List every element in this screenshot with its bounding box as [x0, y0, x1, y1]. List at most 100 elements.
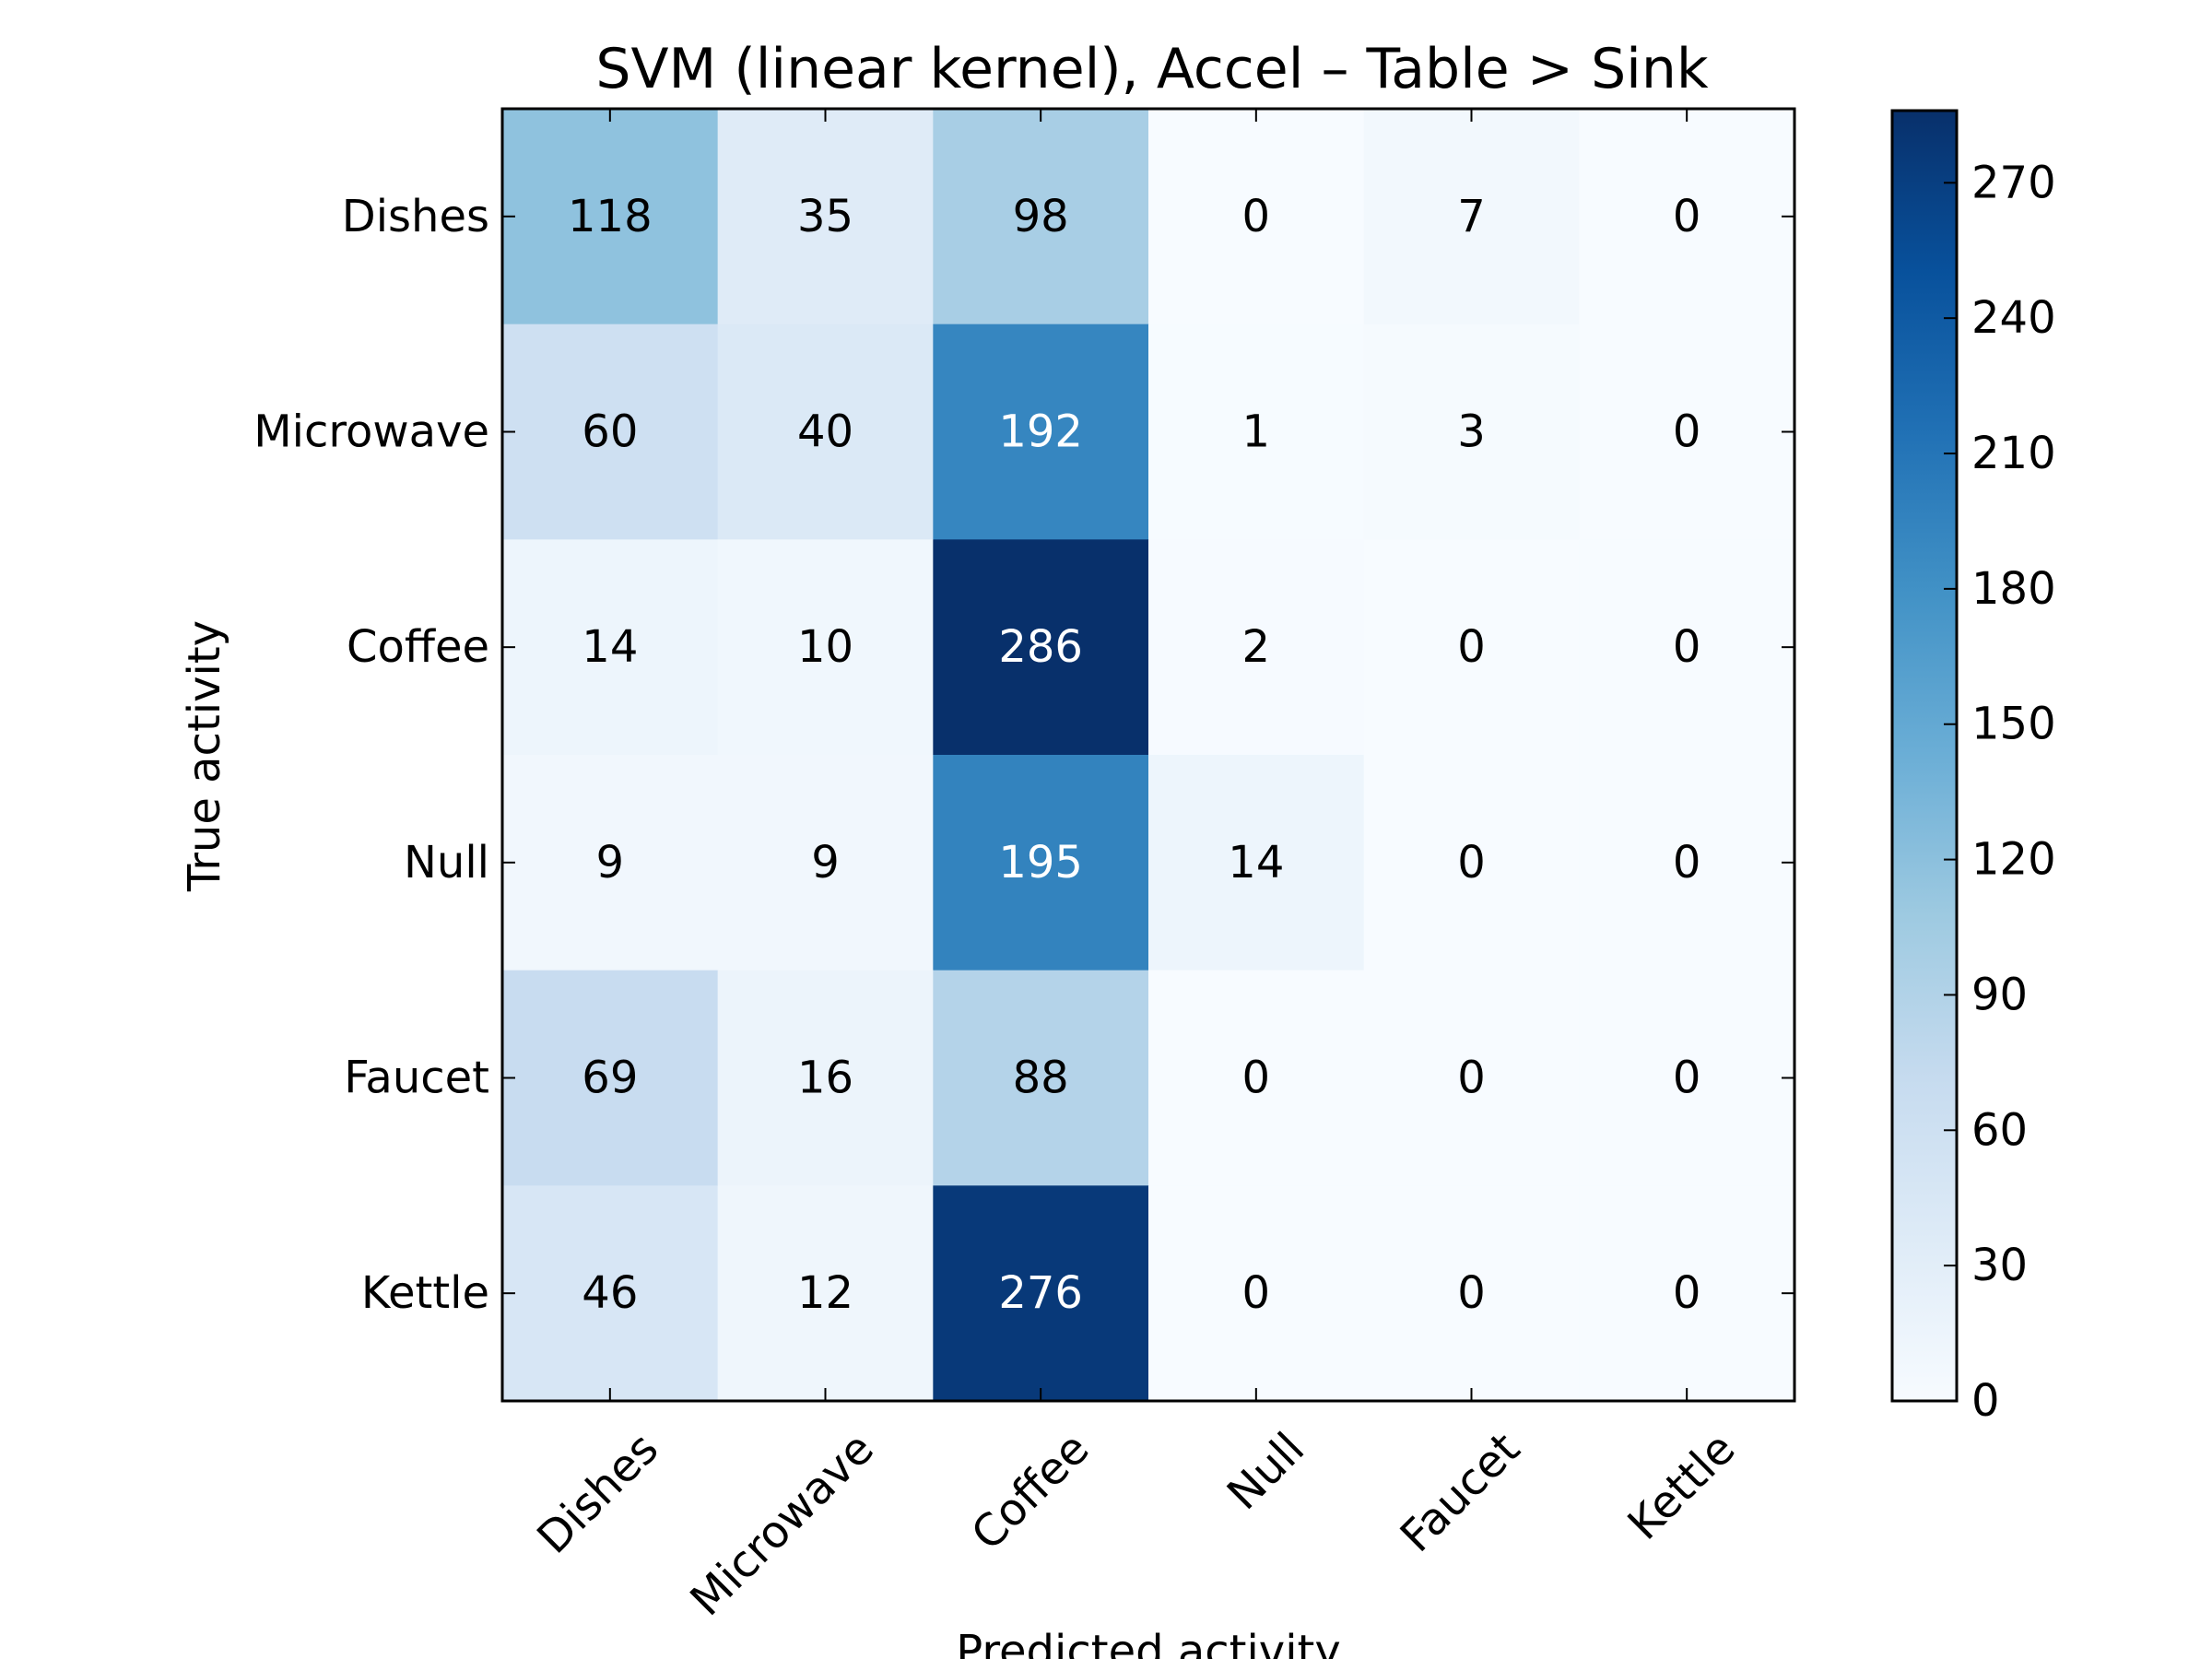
- y-tick-label: Kettle: [361, 1267, 489, 1319]
- cell-value-label: 0: [1457, 1267, 1486, 1319]
- cell-value-label: 60: [582, 406, 638, 458]
- cell-value-label: 195: [998, 837, 1083, 888]
- colorbar-tick-label: 210: [1971, 428, 2056, 479]
- cell-value-label: 40: [797, 406, 853, 458]
- x-tick-labels: Dishes Microwave Coffee Null Faucet Kettle: [527, 1423, 1745, 1626]
- cell-value-label: 0: [1673, 837, 1701, 888]
- heatmap-cells: [502, 109, 1795, 1402]
- axis-ticks: [502, 109, 1794, 1401]
- cell-value-label: 0: [1673, 1053, 1701, 1104]
- y-tick-label: Dishes: [342, 191, 489, 242]
- heatmap-cell: [1363, 324, 1580, 540]
- cell-value-label: 98: [1013, 191, 1069, 242]
- cell-value-label: 10: [797, 621, 853, 673]
- cell-value-label: 0: [1673, 406, 1701, 458]
- heatmap-cell: [1579, 324, 1795, 540]
- cell-value-label: 286: [998, 621, 1083, 673]
- colorbar-ticks: 0 30 60 90 120 150 180 210 240 270: [1944, 157, 2056, 1427]
- cell-value-label: 9: [811, 837, 840, 888]
- cell-value-label: 0: [1242, 1267, 1271, 1319]
- heatmap-cell: [717, 1185, 934, 1402]
- heatmap-cell: [502, 539, 719, 756]
- cell-value-label: 192: [998, 406, 1083, 458]
- y-tick-label: Microwave: [253, 406, 489, 458]
- heatmap-cell: [1363, 539, 1580, 756]
- heatmap-cell: [1148, 109, 1365, 325]
- heatmap-cell: [1363, 970, 1580, 1186]
- colorbar-tick-label: 0: [1971, 1375, 2000, 1427]
- cell-value-label: 14: [1228, 837, 1284, 888]
- heatmap-cell: [1579, 539, 1795, 756]
- heatmap-cell: [1148, 1185, 1365, 1402]
- cell-value-label: 2: [1242, 621, 1271, 673]
- cell-value-label: 0: [1673, 1267, 1701, 1319]
- y-tick-label: Faucet: [344, 1053, 489, 1104]
- colorbar-tick-label: 270: [1971, 157, 2056, 208]
- cell-value-label: 88: [1013, 1053, 1069, 1104]
- heatmap-cell: [717, 539, 934, 756]
- cell-value-label: 16: [797, 1053, 853, 1104]
- y-tick-labels: Dishes Microwave Coffee Null Faucet Kettle: [253, 191, 489, 1319]
- cell-value-label: 118: [568, 191, 653, 242]
- cell-value-label: 0: [1457, 621, 1486, 673]
- colorbar-tick-label: 120: [1971, 834, 2056, 886]
- x-tick-label: Dishes: [527, 1423, 668, 1564]
- x-axis-label: Predicted activity: [956, 1626, 1341, 1659]
- heatmap-cell: [1579, 1185, 1795, 1402]
- x-tick-label: Kettle: [1618, 1423, 1746, 1550]
- heatmap-cell: [1363, 755, 1580, 971]
- y-axis-label: True activity: [179, 620, 230, 892]
- heatmap-cell: [1579, 109, 1795, 325]
- cell-value-label: 35: [797, 191, 853, 242]
- cell-value-label: 0: [1673, 621, 1701, 673]
- heatmap-cell: [933, 109, 1149, 325]
- y-tick-label: Null: [404, 837, 489, 888]
- heatmap-cell: [502, 109, 719, 325]
- colorbar-tick-label: 150: [1971, 699, 2056, 750]
- cell-value-label: 14: [582, 621, 638, 673]
- cell-value-label: 276: [998, 1267, 1083, 1319]
- cell-value-label: 7: [1457, 191, 1486, 242]
- heatmap-value-labels: 118 35 98 0 7 0 60 40 192 1 3 0 14 10 286 2 0 0 9 9 195 14 0 0 6…: [568, 191, 1700, 1319]
- colorbar: [1890, 109, 1959, 1403]
- heatmap-cell: [933, 324, 1149, 540]
- heatmap-cell: [1579, 970, 1795, 1186]
- heatmap-cell: [1148, 324, 1365, 540]
- heatmap-cell: [1148, 755, 1365, 971]
- plot-frame: [500, 107, 1796, 1403]
- x-tick-label: Null: [1218, 1423, 1314, 1520]
- cell-value-label: 0: [1457, 837, 1486, 888]
- heatmap-cell: [717, 970, 934, 1186]
- cell-value-label: 0: [1242, 191, 1271, 242]
- cell-value-label: 46: [582, 1267, 638, 1319]
- cell-value-label: 0: [1242, 1053, 1271, 1104]
- colorbar-tick-label: 240: [1971, 292, 2056, 344]
- heatmap-cell: [933, 1185, 1149, 1402]
- heatmap-cell: [933, 970, 1149, 1186]
- x-tick-label: Faucet: [1391, 1423, 1530, 1562]
- cell-value-label: 9: [596, 837, 625, 888]
- chart-title: SVM (linear kernel), Accel – Table > Sin…: [595, 37, 1709, 101]
- colorbar-tick-label: 60: [1971, 1104, 2028, 1156]
- cell-value-label: 3: [1457, 406, 1486, 458]
- heatmap-cell: [502, 1185, 719, 1402]
- colorbar-tick-label: 30: [1971, 1240, 2028, 1291]
- heatmap-cell: [933, 755, 1149, 971]
- heatmap-cell: [717, 109, 934, 325]
- heatmap-cell: [502, 970, 719, 1186]
- heatmap-cell: [1148, 970, 1365, 1186]
- y-tick-label: Coffee: [347, 621, 489, 673]
- heatmap-cell: [502, 324, 719, 540]
- heatmap-cell: [717, 324, 934, 540]
- cell-value-label: 1: [1242, 406, 1271, 458]
- cell-value-label: 0: [1673, 191, 1701, 242]
- cell-value-label: 69: [582, 1053, 638, 1104]
- heatmap-cell: [717, 755, 934, 971]
- x-tick-label: Coffee: [961, 1423, 1099, 1560]
- x-tick-label: Microwave: [680, 1423, 883, 1626]
- colorbar-tick-label: 180: [1971, 563, 2056, 615]
- heatmap-cell: [1579, 755, 1795, 971]
- cell-value-label: 0: [1457, 1053, 1486, 1104]
- heatmap-cell: [933, 539, 1149, 756]
